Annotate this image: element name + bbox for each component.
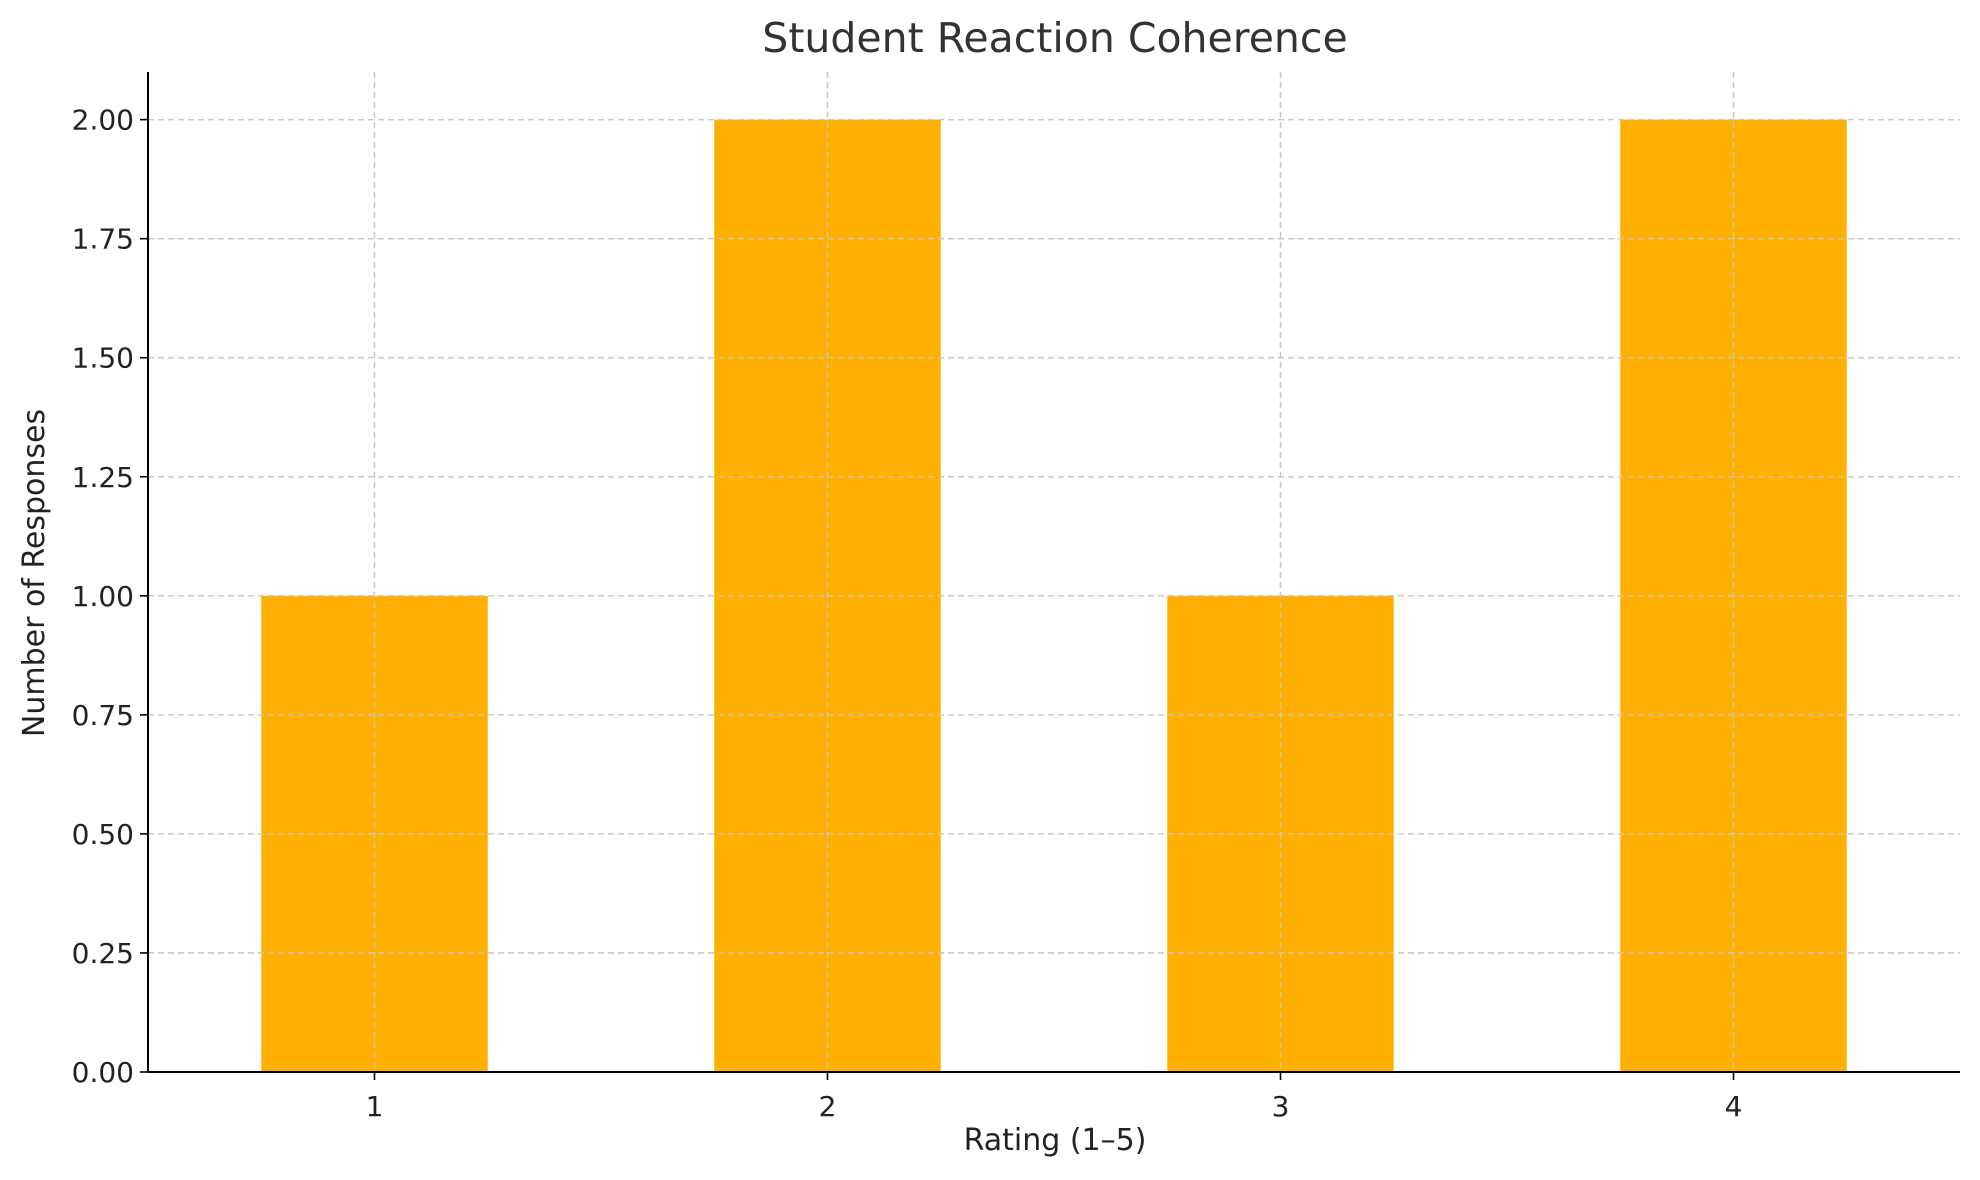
y-tick-label: 1.00 <box>72 580 134 613</box>
chart-title: Student Reaction Coherence <box>762 14 1347 62</box>
y-tick-label: 2.00 <box>72 104 134 137</box>
y-axis-label: Number of Responses <box>17 409 52 737</box>
y-tick-label: 1.75 <box>72 223 134 256</box>
y-tick-label: 0.00 <box>72 1056 134 1089</box>
x-axis-label: Rating (1–5) <box>964 1123 1147 1158</box>
y-tick-label: 1.25 <box>72 461 134 494</box>
y-tick-label: 0.50 <box>72 818 134 851</box>
tick-layer: 0.00 0.25 0.50 0.75 1.00 1.25 1.50 1.75 2.00 1 2 3 4 <box>72 104 1743 1123</box>
x-tick-label: 2 <box>819 1090 837 1123</box>
bar-layer <box>148 72 1960 1073</box>
x-tick-label: 1 <box>366 1090 384 1123</box>
x-tick-label: 3 <box>1272 1090 1290 1123</box>
x-tick-label: 4 <box>1725 1090 1743 1123</box>
y-tick-label: 1.50 <box>72 342 134 375</box>
y-tick-label: 0.25 <box>72 937 134 970</box>
y-tick-label: 0.75 <box>72 699 134 732</box>
